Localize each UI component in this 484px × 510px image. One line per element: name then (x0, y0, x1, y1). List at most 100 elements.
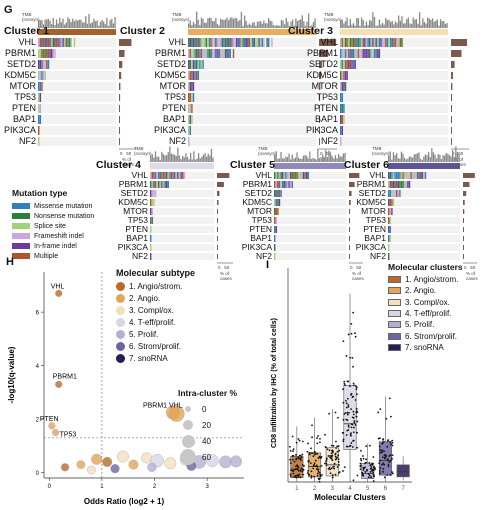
data-point (362, 474, 364, 477)
mutation-cell (194, 38, 196, 47)
data-point (327, 455, 330, 457)
data-point (388, 455, 391, 457)
tmb-bar (447, 153, 449, 162)
mutation-cell (192, 82, 195, 91)
size-legend-title: Intra-cluster % (178, 388, 238, 398)
mutation-cell (346, 60, 348, 69)
data-point (316, 453, 319, 455)
tmb-bar (193, 151, 195, 162)
tmb-bar (205, 22, 207, 28)
data-point (310, 470, 313, 473)
tmb-bar (285, 156, 287, 162)
tmb-bar (420, 158, 422, 162)
percent-bar (119, 39, 132, 46)
gene-row-bg (340, 137, 448, 146)
scatter-point (60, 463, 70, 472)
data-point (383, 476, 386, 479)
data-point (314, 459, 317, 462)
cluster-legend-item: 1. Angio/strom. (388, 274, 484, 285)
tmb-bar (443, 20, 445, 28)
tmb-bar (391, 21, 393, 28)
tmb-bar (287, 21, 289, 28)
gene-row-bg (188, 115, 316, 124)
mutation-cell (192, 38, 195, 47)
mutation-cell (38, 93, 40, 102)
tmb-bar (357, 18, 360, 28)
mutation-cell (236, 38, 238, 47)
data-point (343, 466, 346, 469)
data-point (380, 451, 383, 454)
mutation-cell (156, 181, 158, 188)
mutation-cell (175, 172, 177, 179)
mutation-cell (341, 115, 344, 124)
data-point (289, 458, 291, 461)
tmb-bar (402, 153, 404, 162)
percent-bar (451, 105, 452, 112)
tmb-bar (362, 19, 364, 28)
data-point (334, 458, 337, 461)
tmb-bar (425, 23, 427, 28)
data-point (329, 472, 332, 475)
data-point (354, 399, 357, 401)
mutation-cell (401, 38, 403, 47)
data-point (319, 477, 321, 480)
mutation-cell (150, 217, 152, 224)
y-tick-label: 6 (36, 311, 40, 317)
tmb-bar (212, 157, 214, 162)
mutation-cell (340, 137, 342, 146)
tmb-label: TMB (nonsyn) (258, 146, 276, 156)
tmb-bar (197, 19, 199, 28)
gene-label: TP53 (164, 92, 186, 102)
mutation-cell (392, 190, 395, 197)
tmb-bar (452, 150, 454, 162)
data-point (343, 382, 346, 385)
tmb-bar (346, 17, 348, 28)
mutation-cell (340, 71, 342, 80)
data-point (298, 457, 300, 460)
tmb-bar (253, 22, 255, 28)
gene-row-bg (388, 190, 460, 197)
tmb-bar (364, 25, 366, 28)
mutation-cell (231, 38, 233, 47)
size-dot (185, 406, 191, 412)
mutation-cell (188, 49, 190, 58)
tmb-bar (331, 156, 333, 162)
data-point (338, 464, 340, 466)
tmb-bar (200, 17, 203, 28)
mutation-cell (344, 38, 347, 47)
x-tick-label: 5 (366, 486, 370, 492)
tmb-bar (280, 19, 283, 28)
gene-row-bg (340, 82, 448, 91)
mutation-cell (196, 49, 198, 58)
tmb-bar (153, 157, 155, 162)
data-point (355, 407, 358, 410)
legend-swatch (12, 243, 30, 249)
gene-row-bg (274, 235, 346, 242)
scatter-point (87, 465, 96, 475)
mutation-cell (271, 38, 273, 47)
mutation-cell (189, 104, 191, 113)
data-point (391, 471, 393, 473)
tmb-bar (381, 22, 384, 28)
legend-swatch (12, 253, 30, 259)
oncoprint-svg (274, 148, 363, 264)
mutation-cell (220, 49, 222, 58)
data-point (325, 460, 327, 463)
percent-bar (463, 200, 465, 205)
mutation-cell (399, 190, 401, 197)
data-point (378, 445, 381, 448)
mutation-cell (388, 199, 390, 206)
data-point (319, 475, 322, 478)
mutation-cell (47, 49, 50, 58)
legend-label: Missense mutation (34, 202, 93, 210)
gene-label: TP53 (251, 215, 272, 225)
tmb-bar (283, 158, 285, 162)
tmb-bar (424, 154, 427, 162)
mutation-cell (68, 38, 71, 47)
tmb-bar (338, 154, 340, 162)
mutation-cell (282, 172, 284, 179)
percent-bar (319, 116, 320, 123)
legend-box (388, 332, 401, 340)
mutation-cell (268, 38, 270, 47)
mutation-cell (240, 38, 243, 47)
